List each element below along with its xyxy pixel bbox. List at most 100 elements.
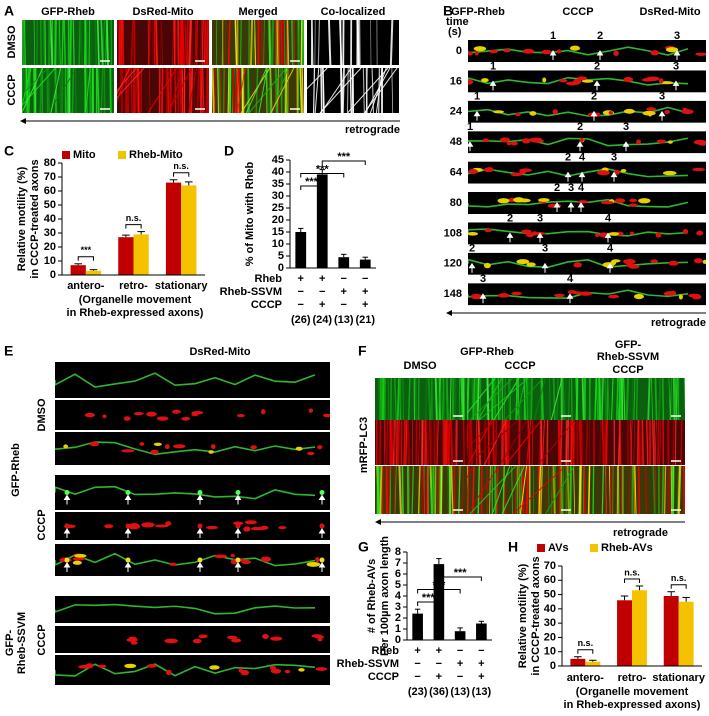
- image: [55, 596, 330, 623]
- kymo-track: [399, 378, 403, 420]
- mito: [473, 46, 487, 52]
- kymo-track: [424, 378, 428, 420]
- sample-count: (13): [334, 314, 354, 326]
- kymo-track: [117, 20, 118, 42]
- mito: [668, 260, 679, 266]
- kymo-track: [396, 420, 401, 465]
- image-bg: [55, 544, 330, 576]
- marker-number: 3: [568, 182, 574, 194]
- rheb-dot: [64, 557, 70, 563]
- condition-label: DMSO: [404, 360, 437, 372]
- time-label: 148: [444, 288, 462, 300]
- mito: [468, 168, 478, 174]
- significance-label: n.s.: [173, 161, 189, 171]
- significance-label: ***: [422, 592, 436, 604]
- y-tick-label: 5: [278, 250, 284, 262]
- kymo-track: [566, 466, 570, 514]
- kymo-track: [508, 378, 511, 420]
- significance-label: n.s.: [624, 567, 640, 577]
- time-label: 64: [450, 167, 463, 179]
- arrow-label: retrograde: [651, 317, 706, 329]
- y-tick-label: 8: [395, 546, 401, 558]
- rheb-dot: [319, 490, 325, 495]
- mito: [577, 76, 588, 81]
- mito: [146, 664, 157, 668]
- mito: [613, 50, 619, 57]
- mito: [608, 232, 620, 236]
- bar: [133, 234, 149, 275]
- arrow: [468, 262, 476, 273]
- kymo-track: [119, 20, 123, 65]
- rheb-dot: [235, 490, 241, 495]
- kymo-track: [165, 68, 169, 113]
- time-unit: (s): [448, 26, 462, 38]
- kymo-track: [496, 466, 499, 514]
- kymo-track: [221, 20, 224, 65]
- arrow: [541, 262, 549, 273]
- kymo-moving-track: [364, 68, 391, 113]
- kymo-track: [427, 378, 432, 420]
- axon: [55, 372, 316, 388]
- kymo-track: [411, 466, 414, 514]
- kymo-track: [562, 378, 565, 420]
- kymo-track: [281, 20, 285, 65]
- condition-label: CCCP: [36, 509, 48, 540]
- image: [22, 20, 114, 65]
- kymo-track: [670, 466, 672, 514]
- arrow: [489, 80, 497, 91]
- image: [467, 378, 575, 420]
- condition-name: Rheb: [255, 273, 283, 285]
- significance-bracket: [670, 584, 687, 589]
- mito: [133, 411, 144, 416]
- bar: [118, 237, 134, 275]
- kymo-track: [585, 420, 589, 465]
- kymo-moving-track: [147, 68, 178, 113]
- mito: [74, 554, 87, 558]
- kymo-track: [504, 420, 507, 465]
- kymo-moving-track: [467, 378, 496, 415]
- mito: [243, 526, 251, 532]
- image-bg: [307, 20, 399, 65]
- y-tick-label: 30: [44, 227, 56, 239]
- y-tick-label: 0: [550, 660, 556, 672]
- mito: [153, 442, 162, 446]
- mito: [691, 294, 702, 300]
- kymo-track: [656, 420, 660, 465]
- mito: [529, 137, 543, 142]
- mito: [307, 451, 315, 456]
- arrow: [567, 202, 575, 212]
- kymo-track: [556, 378, 559, 420]
- mito: [697, 140, 706, 146]
- mito: [89, 441, 100, 447]
- legend-label: Rheb-AVs: [601, 542, 653, 554]
- kymo-track: [603, 420, 607, 465]
- construct-label: GFP-: [4, 630, 16, 657]
- kymo-track: [449, 378, 452, 420]
- kymo-track: [105, 20, 107, 65]
- arrow: [622, 141, 630, 152]
- y-axis-title: in CCCP-treated axons: [29, 159, 41, 278]
- legend-swatch: [62, 151, 70, 159]
- condition-name: Rheb-SSVM: [220, 286, 282, 298]
- mito: [72, 557, 85, 561]
- mito: [682, 229, 689, 235]
- kymo-track: [390, 420, 394, 465]
- y-axis-title: Relative motility (%): [16, 166, 28, 271]
- mito: [497, 293, 510, 298]
- kymo-track: [570, 420, 574, 465]
- mito: [205, 525, 219, 530]
- y-tick-label: 10: [272, 238, 284, 250]
- significance-label: n.s.: [671, 573, 687, 583]
- kymo-track: [349, 68, 353, 113]
- kymo-track: [63, 20, 66, 65]
- kymo-track: [84, 20, 86, 65]
- kymo-track: [247, 68, 250, 113]
- bar: [295, 232, 307, 268]
- kymo-moving-track: [307, 68, 328, 90]
- mito: [481, 78, 489, 83]
- mito: [104, 524, 114, 529]
- kymo-track: [493, 378, 497, 420]
- mito: [484, 228, 492, 233]
- panel-label: F: [358, 343, 367, 359]
